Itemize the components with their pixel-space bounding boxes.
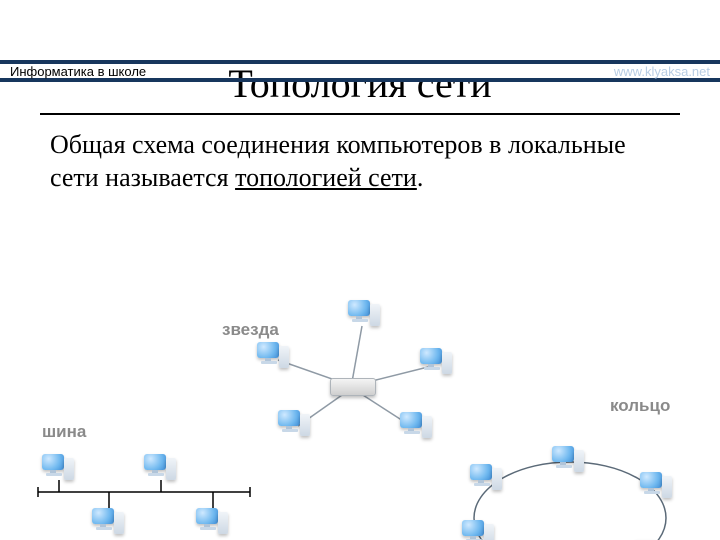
bus-node-3 bbox=[196, 508, 230, 540]
body-paragraph: Общая схема соединения компьютеров в лок… bbox=[50, 129, 670, 194]
star-node-4 bbox=[400, 412, 434, 446]
star-node-0 bbox=[257, 342, 291, 376]
star-node-2 bbox=[420, 348, 454, 382]
paragraph-term: топологией сети bbox=[235, 163, 417, 192]
bus-node-0 bbox=[42, 454, 76, 488]
label-ring: кольцо bbox=[610, 396, 670, 416]
label-star: звезда bbox=[222, 320, 279, 340]
ring-node-4 bbox=[462, 520, 496, 540]
star-hub bbox=[330, 378, 376, 396]
paragraph-post: . bbox=[417, 163, 424, 192]
label-bus: шина bbox=[42, 422, 86, 442]
ring-node-0 bbox=[552, 446, 586, 480]
star-node-3 bbox=[278, 410, 312, 444]
ring-node-5 bbox=[470, 464, 504, 498]
header-bar: Информатика в школе www.klyaksa.net bbox=[0, 60, 720, 82]
ring-node-1 bbox=[640, 472, 674, 506]
bus-node-2 bbox=[92, 508, 126, 540]
header-right: www.klyaksa.net bbox=[614, 64, 710, 79]
bus-node-1 bbox=[144, 454, 178, 488]
header-left: Информатика в школе bbox=[10, 64, 146, 79]
star-node-1 bbox=[348, 300, 382, 334]
